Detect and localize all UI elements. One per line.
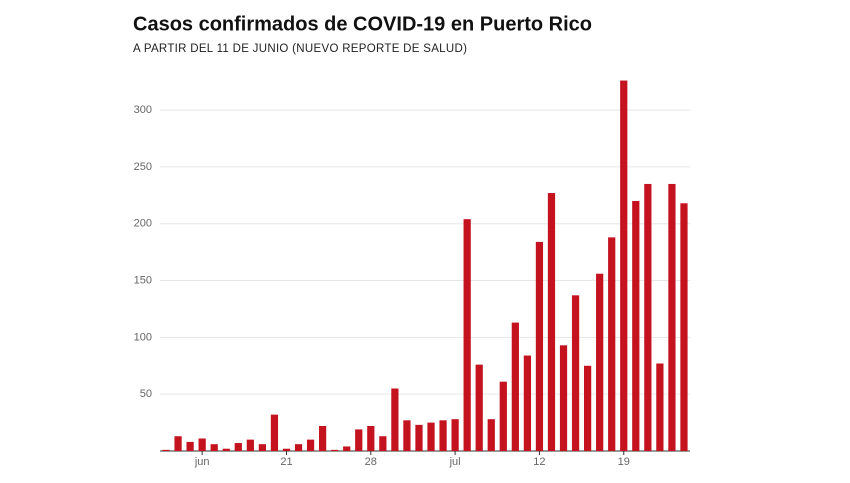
bar	[427, 422, 435, 451]
bar	[511, 322, 519, 451]
y-tick-label: 50	[140, 388, 152, 400]
bar	[547, 193, 556, 451]
bar	[584, 365, 592, 451]
bar	[644, 183, 652, 452]
bar	[246, 439, 254, 451]
bar	[559, 345, 568, 451]
x-tick-label: 12	[533, 456, 545, 468]
bar	[282, 448, 291, 451]
bar	[463, 219, 471, 451]
bar	[379, 436, 387, 451]
chart-title: Casos confirmados de COVID-19 en Puerto …	[133, 13, 592, 35]
y-tick-label: 200	[134, 218, 152, 230]
bar	[632, 201, 640, 451]
bar	[475, 364, 483, 451]
bar	[174, 436, 182, 451]
bar	[656, 363, 664, 451]
bar	[596, 273, 604, 451]
x-tick-label: 28	[365, 456, 377, 468]
bar	[306, 439, 315, 451]
bar	[343, 446, 351, 451]
bar	[210, 444, 218, 451]
bar	[668, 183, 676, 452]
bar	[162, 449, 170, 451]
bar	[620, 80, 628, 451]
y-tick-label: 100	[134, 331, 152, 343]
bar	[391, 388, 399, 451]
y-tick-label: 250	[134, 161, 152, 173]
bar	[499, 381, 507, 451]
x-tick-label: jun	[194, 456, 210, 468]
bar	[487, 419, 495, 451]
x-tick-label: 21	[280, 456, 292, 468]
y-tick-label: 150	[134, 274, 152, 286]
bar	[451, 419, 459, 451]
bar	[222, 448, 230, 451]
bar	[294, 444, 303, 451]
bar	[571, 295, 580, 451]
bar	[535, 241, 544, 451]
bar	[258, 444, 266, 451]
bar	[186, 441, 194, 451]
bar	[234, 443, 242, 451]
bar	[270, 414, 279, 451]
bar	[367, 426, 375, 451]
bar	[680, 203, 688, 451]
chart-subtitle: A PARTIR DEL 11 DE JUNIO (NUEVO REPORTE …	[133, 43, 467, 55]
bar	[331, 449, 339, 451]
bar	[415, 424, 423, 451]
bar	[439, 420, 447, 451]
bar	[608, 237, 616, 451]
x-tick-label: jul	[449, 456, 461, 468]
x-tick-label: 19	[618, 456, 630, 468]
bar	[355, 429, 363, 451]
bar	[523, 355, 531, 451]
y-tick-label: 300	[134, 104, 152, 116]
bar	[319, 426, 327, 451]
bar	[403, 420, 411, 451]
bar	[198, 438, 206, 451]
